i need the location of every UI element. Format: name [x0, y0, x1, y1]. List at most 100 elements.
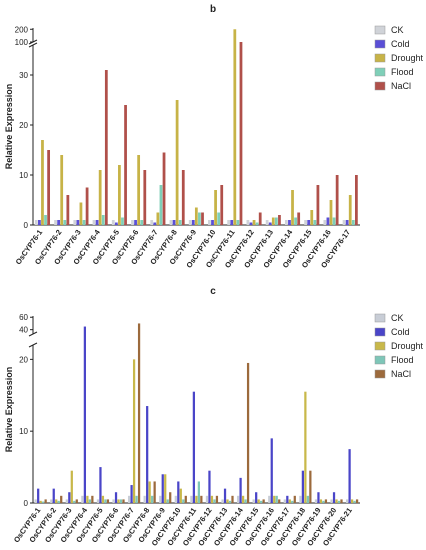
- bar: [188, 220, 192, 225]
- bar: [137, 155, 141, 225]
- bar: [233, 29, 237, 225]
- bar: [220, 185, 224, 225]
- bar: [81, 495, 84, 503]
- bar: [52, 488, 55, 503]
- bar: [122, 499, 125, 503]
- bar: [252, 499, 255, 503]
- bar: [114, 222, 118, 225]
- bar: [41, 140, 44, 225]
- bar: [273, 495, 276, 503]
- legend-label: CK: [391, 25, 404, 35]
- bar: [217, 212, 221, 225]
- bar: [257, 499, 260, 503]
- bar: [241, 495, 245, 503]
- bar: [182, 499, 185, 503]
- bar: [140, 220, 144, 225]
- bar: [44, 499, 47, 503]
- bar: [200, 495, 203, 503]
- legend-label: NaCl: [391, 81, 411, 91]
- bar: [191, 220, 195, 225]
- legend-swatch: [374, 369, 386, 379]
- bar: [162, 152, 166, 225]
- bar: [265, 220, 269, 225]
- y-tick-label: 100: [15, 38, 29, 47]
- bar: [351, 220, 355, 225]
- bar: [342, 220, 346, 225]
- bar: [313, 220, 317, 225]
- bar: [335, 499, 338, 503]
- y-tick-label: 10: [19, 427, 28, 436]
- bar: [37, 488, 40, 503]
- bar: [314, 499, 318, 503]
- bar: [57, 220, 61, 225]
- bar: [148, 481, 151, 503]
- bar: [44, 215, 47, 225]
- bar: [79, 202, 83, 225]
- bar: [159, 495, 162, 503]
- bar: [283, 499, 286, 503]
- bar: [230, 220, 234, 225]
- bar: [86, 495, 89, 503]
- bar: [184, 495, 187, 503]
- bar: [82, 220, 86, 225]
- bar: [316, 185, 320, 225]
- bar: [288, 499, 291, 503]
- bar: [323, 220, 327, 225]
- bar: [228, 500, 232, 503]
- bar: [246, 220, 250, 225]
- bar: [246, 362, 250, 503]
- bar: [268, 495, 271, 503]
- bar: [332, 217, 336, 225]
- legend-swatch: [374, 341, 386, 351]
- bar: [330, 499, 333, 503]
- bar: [127, 495, 131, 503]
- bar: [208, 220, 211, 225]
- bar: [54, 220, 57, 225]
- bar: [262, 499, 265, 503]
- y-tick-label: 0: [24, 499, 29, 508]
- bar: [174, 495, 177, 503]
- bar: [354, 175, 358, 225]
- bar: [291, 190, 294, 225]
- legend-label: Flood: [391, 355, 414, 365]
- bar: [73, 500, 76, 503]
- bar: [249, 222, 253, 225]
- bar: [335, 175, 339, 225]
- bar: [99, 467, 102, 503]
- bar: [135, 495, 138, 503]
- bar: [284, 220, 288, 225]
- bar: [310, 210, 314, 225]
- legend-label: Drought: [391, 341, 424, 351]
- bar: [34, 499, 37, 503]
- bar: [231, 495, 234, 503]
- bar: [101, 215, 105, 225]
- bar: [195, 495, 198, 503]
- bar: [213, 499, 216, 503]
- bar: [121, 217, 124, 225]
- legend-swatch: [374, 327, 386, 337]
- bar: [252, 220, 256, 225]
- bar: [278, 215, 281, 225]
- bar: [348, 449, 351, 503]
- bar: [190, 495, 193, 503]
- bar: [76, 220, 80, 225]
- bar: [47, 150, 51, 225]
- bar: [214, 190, 217, 225]
- bar: [322, 500, 325, 503]
- bar: [299, 495, 302, 503]
- bar: [104, 499, 107, 503]
- bar: [291, 500, 294, 503]
- legend-label: Flood: [391, 67, 414, 77]
- legend-label: Cold: [391, 327, 410, 337]
- bar: [345, 499, 349, 503]
- bar: [215, 495, 219, 503]
- bar: [348, 195, 352, 225]
- y-tick-label: 200: [15, 25, 29, 34]
- bar: [178, 220, 182, 225]
- bar: [104, 70, 108, 225]
- bar: [137, 323, 141, 503]
- bar: [65, 499, 68, 503]
- legend-swatch: [374, 39, 386, 49]
- bar: [255, 492, 258, 503]
- bar: [50, 499, 53, 503]
